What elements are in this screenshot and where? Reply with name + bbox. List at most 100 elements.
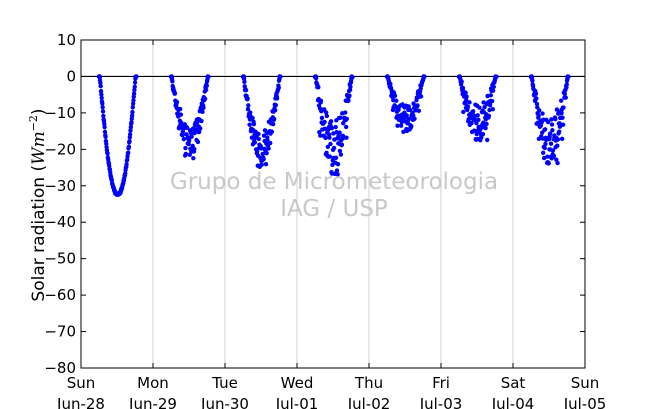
data-point — [333, 124, 338, 130]
y-tick-label: −80 — [44, 359, 76, 377]
data-point — [542, 145, 548, 151]
data-point — [258, 146, 264, 151]
data-point — [322, 119, 327, 125]
data-point — [464, 94, 469, 99]
data-point — [464, 97, 469, 103]
data-point — [457, 74, 463, 80]
data-point — [335, 162, 341, 167]
data-point — [555, 160, 560, 166]
data-point — [487, 103, 493, 108]
data-point — [491, 84, 496, 90]
data-point — [482, 104, 487, 110]
data-point — [131, 98, 136, 103]
data-point — [183, 151, 188, 157]
vertical-grid — [152, 40, 514, 368]
data-point — [554, 157, 559, 162]
data-point — [540, 111, 545, 116]
data-point — [549, 117, 554, 122]
data-point — [132, 84, 137, 89]
data-point — [254, 149, 260, 154]
data-point — [565, 74, 570, 80]
data-point — [557, 124, 563, 129]
data-point — [337, 130, 342, 135]
data-point — [131, 94, 136, 99]
data-point — [563, 95, 568, 100]
data-point — [263, 162, 269, 167]
data-point — [266, 146, 271, 151]
data-point — [274, 96, 280, 101]
data-point — [537, 108, 542, 113]
data-point — [125, 150, 131, 155]
data-point — [401, 129, 406, 135]
data-point — [493, 74, 498, 79]
data-point — [252, 140, 258, 145]
data-point — [277, 74, 282, 79]
data-point — [559, 136, 565, 142]
data-point — [325, 144, 331, 150]
data-point — [128, 125, 134, 130]
data-point — [180, 132, 185, 138]
data-point — [406, 116, 412, 122]
data-point — [555, 143, 560, 148]
data-point — [546, 160, 551, 166]
data-point — [183, 145, 188, 151]
data-point — [100, 105, 105, 110]
data-point — [199, 118, 204, 124]
data-point — [488, 93, 494, 98]
data-point — [327, 135, 332, 140]
data-point — [475, 113, 480, 118]
data-point — [538, 123, 544, 128]
data-point — [559, 110, 564, 116]
data-point — [416, 108, 422, 114]
data-point — [553, 117, 558, 122]
data-point — [338, 115, 343, 120]
data-point — [313, 74, 319, 79]
data-point — [483, 125, 488, 131]
data-point — [534, 101, 540, 107]
data-point — [319, 115, 325, 121]
data-point — [557, 129, 562, 134]
data-point — [561, 105, 566, 110]
data-point — [241, 74, 247, 79]
data-point — [249, 135, 255, 140]
data-point — [463, 90, 468, 95]
data-point — [540, 150, 546, 156]
data-point — [469, 120, 474, 126]
data-point — [421, 74, 426, 79]
watermark-line-2: IAG / USP — [280, 196, 388, 222]
data-point — [174, 100, 180, 105]
data-point — [243, 88, 249, 93]
data-point — [485, 93, 490, 99]
data-point — [486, 113, 492, 118]
data-point — [98, 83, 103, 89]
data-point — [270, 121, 276, 127]
data-point — [197, 129, 202, 135]
data-point — [105, 151, 110, 156]
data-point — [342, 110, 348, 115]
data-point — [98, 88, 104, 94]
data-point — [323, 135, 328, 141]
data-point — [474, 121, 479, 126]
data-point — [543, 141, 548, 147]
watermark-line-1: Grupo de Micrometeorologia — [170, 169, 498, 195]
y-tick-label: −60 — [44, 286, 76, 304]
data-point — [256, 131, 261, 137]
data-point — [245, 96, 250, 101]
data-point — [335, 172, 340, 177]
data-point — [474, 131, 479, 137]
data-point — [318, 98, 324, 104]
data-point — [557, 121, 562, 126]
data-point — [329, 125, 334, 131]
data-point — [129, 120, 134, 125]
data-point — [178, 106, 183, 112]
data-point — [324, 113, 330, 119]
data-point — [328, 119, 334, 124]
data-point — [251, 121, 257, 127]
data-point — [545, 154, 550, 159]
data-point — [562, 91, 567, 96]
data-point — [344, 116, 350, 122]
data-point — [186, 141, 191, 147]
data-point — [551, 153, 557, 159]
data-point — [250, 115, 255, 121]
data-point — [131, 91, 137, 96]
